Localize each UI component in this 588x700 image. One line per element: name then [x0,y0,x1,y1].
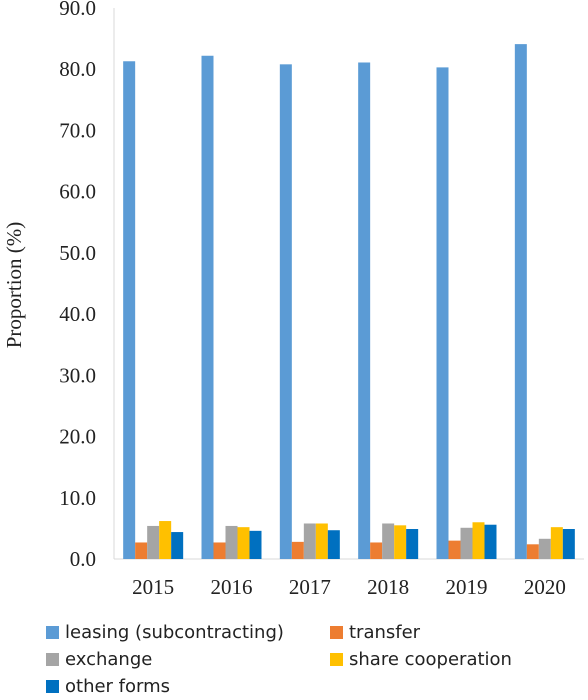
legend-swatch [330,626,343,639]
bar-share-cooperation-2019 [472,522,485,559]
legend-label: leasing (subcontracting) [65,622,284,643]
legend: leasing (subcontracting) transfer exchange… [40,622,588,700]
y-tick-label: 70.0 [59,118,96,142]
bar-other-forms-2018 [406,529,419,559]
bar-share-cooperation-2015 [159,521,172,559]
x-axis: 2015 2016 2017 2018 2019 2020 [114,558,584,599]
legend-swatch [46,626,59,639]
x-tick-label: 2016 [211,575,253,599]
bar-share-cooperation-2018 [394,525,407,559]
legend-label: exchange [65,649,153,670]
y-tick-label: 50.0 [59,241,96,265]
bar-leasing-subcontracting-2018 [358,62,371,559]
legend-item: leasing (subcontracting) [46,622,284,643]
bar-leasing-subcontracting-2017 [279,64,292,559]
bar-transfer-2016 [213,542,226,559]
bar-other-forms-2016 [249,530,262,559]
bar-exchange-2019 [460,527,473,559]
y-axis: 0.0 10.0 20.0 30.0 40.0 50.0 60.0 70.0 80.0 90.0 [59,0,115,571]
y-tick-label: 40.0 [59,302,96,326]
x-tick-label: 2017 [289,575,331,599]
bar-leasing-subcontracting-2019 [436,67,449,559]
bar-other-forms-2015 [171,532,184,559]
legend-swatch [330,653,343,666]
legend-label: transfer [349,622,421,643]
legend-swatch [46,653,59,666]
y-tick-label: 80.0 [59,57,96,81]
y-tick-label: 60.0 [59,180,96,204]
y-tick-label: 90.0 [59,0,96,20]
bar-exchange-2017 [303,523,316,559]
y-tick-label: 20.0 [59,425,96,449]
bar-exchange-2016 [225,525,238,559]
legend-label: other forms [65,676,171,697]
legend-item: share cooperation [330,649,512,670]
y-axis-title: Proportion (%) [2,222,26,349]
bar-leasing-subcontracting-2020 [514,44,527,560]
bar-exchange-2015 [147,525,160,559]
bar-transfer-2017 [291,541,304,559]
bar-transfer-2019 [448,540,461,559]
legend-item: exchange [46,649,152,670]
legend-item: transfer [330,622,420,643]
x-tick-label: 2015 [132,575,174,599]
bar-share-cooperation-2016 [237,527,250,559]
bar-leasing-subcontracting-2015 [123,61,136,559]
x-tick-label: 2019 [446,575,488,599]
bar-leasing-subcontracting-2016 [201,55,214,560]
bar-transfer-2018 [370,542,383,559]
legend-label: share cooperation [349,649,512,670]
legend-swatch [46,680,59,693]
bar-share-cooperation-2020 [550,527,563,559]
legend-item: other forms [46,676,170,697]
bar-chart: 0.010.020.030.040.050.060.070.080.090.0 … [2,0,584,599]
bar-transfer-2020 [526,544,539,559]
bars [123,44,575,560]
x-tick-label: 2018 [367,575,409,599]
x-tick-label: 2020 [524,575,566,599]
bar-share-cooperation-2017 [315,523,328,559]
bar-other-forms-2020 [562,529,575,559]
y-tick-label: 10.0 [59,486,96,510]
bar-exchange-2020 [538,538,551,559]
bar-other-forms-2017 [327,530,340,559]
bar-transfer-2015 [135,542,148,559]
y-tick-label: 30.0 [59,363,96,387]
bar-exchange-2018 [382,523,395,559]
bar-other-forms-2019 [484,524,497,559]
y-tick-label: 0.0 [70,547,96,571]
